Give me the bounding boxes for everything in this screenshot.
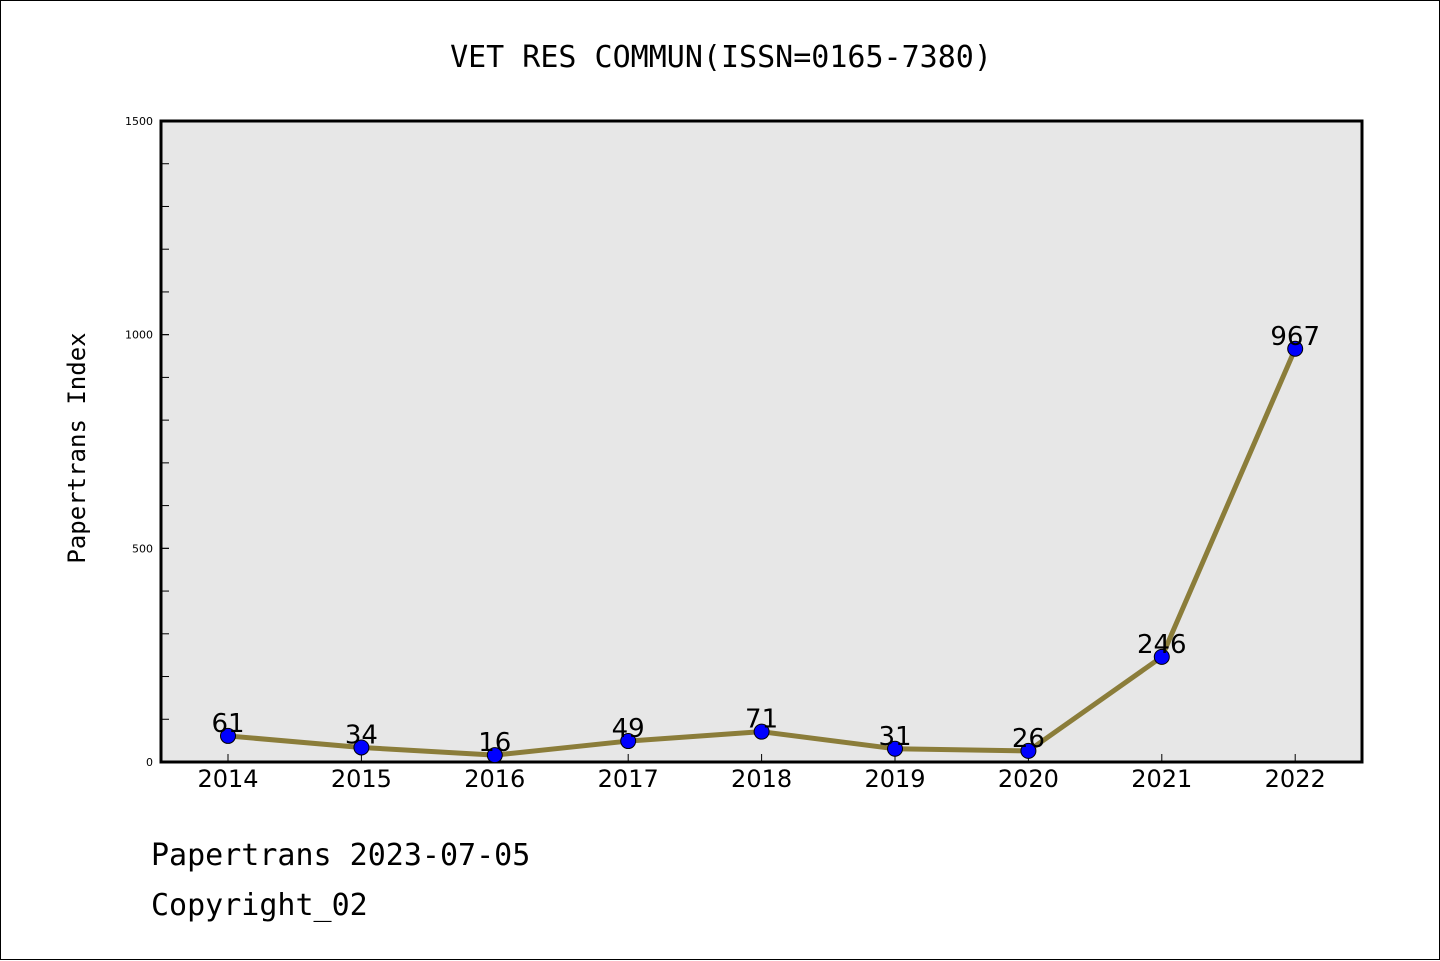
x-tick-label: 2020 — [998, 765, 1059, 793]
footer-copyright: Copyright_02 — [151, 888, 368, 923]
data-label: 26 — [1012, 724, 1045, 754]
data-point — [1287, 340, 1304, 357]
x-tick-label: 2016 — [464, 765, 525, 793]
data-point — [1153, 648, 1170, 665]
data-label: 34 — [345, 720, 378, 750]
data-label: 49 — [612, 714, 645, 744]
x-tick-label: 2017 — [598, 765, 659, 793]
data-point — [220, 727, 236, 744]
data-label: 16 — [478, 728, 511, 758]
x-tick-label: 2015 — [331, 765, 392, 793]
y-tick-label: 1500 — [125, 115, 153, 128]
x-tick-label: 2019 — [864, 765, 925, 793]
data-point — [353, 739, 370, 756]
data-label: 246 — [1137, 630, 1187, 660]
x-tick-label: 2018 — [731, 765, 792, 793]
x-tick-label: 2022 — [1265, 765, 1326, 793]
y-tick-label: 0 — [146, 756, 153, 769]
data-label: 967 — [1270, 322, 1320, 352]
chart-title: VET RES COMMUN(ISSN=0165-7380) — [450, 40, 992, 75]
data-label: 31 — [878, 722, 911, 752]
plot-area — [159, 119, 1364, 764]
data-point — [620, 733, 637, 750]
data-point — [486, 747, 503, 764]
data-label: 61 — [211, 709, 244, 739]
y-tick-label: 1000 — [125, 329, 153, 342]
x-axis-ticks: 2014 2015 2016 2017 2018 2019 2020 2021 2022 — [197, 754, 1326, 793]
data-point — [1020, 742, 1037, 759]
footer-date: Papertrans 2023-07-05 — [151, 838, 530, 873]
series-group: 61 34 16 49 71 31 26 246 967 — [211, 322, 1320, 764]
x-tick-label: 2021 — [1131, 765, 1192, 793]
x-tick-label: 2014 — [197, 765, 258, 793]
y-tick-label: 500 — [132, 542, 153, 555]
y-axis-label: Papertrans Index — [63, 332, 91, 563]
data-point — [753, 723, 770, 740]
data-label: 71 — [745, 705, 778, 735]
data-point — [887, 740, 903, 757]
y-axis-ticks: 0 500 1000 1500 — [125, 115, 169, 769]
